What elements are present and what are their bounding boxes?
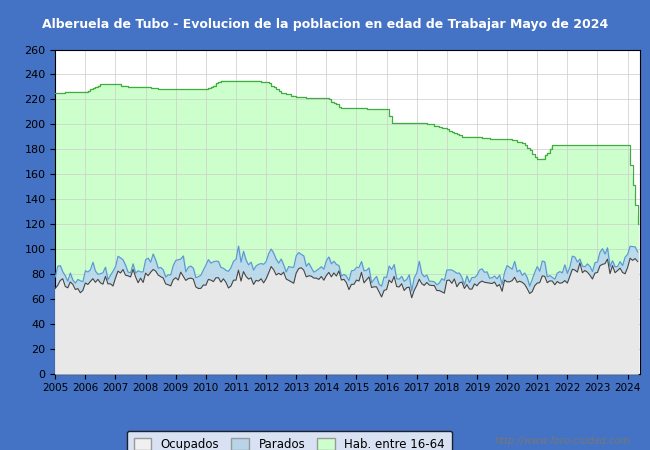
Text: Alberuela de Tubo - Evolucion de la poblacion en edad de Trabajar Mayo de 2024: Alberuela de Tubo - Evolucion de la pobl… [42, 18, 608, 31]
Legend: Ocupados, Parados, Hab. entre 16-64: Ocupados, Parados, Hab. entre 16-64 [127, 431, 452, 450]
Text: http://www.foro-ciudad.com: http://www.foro-ciudad.com [495, 436, 630, 446]
